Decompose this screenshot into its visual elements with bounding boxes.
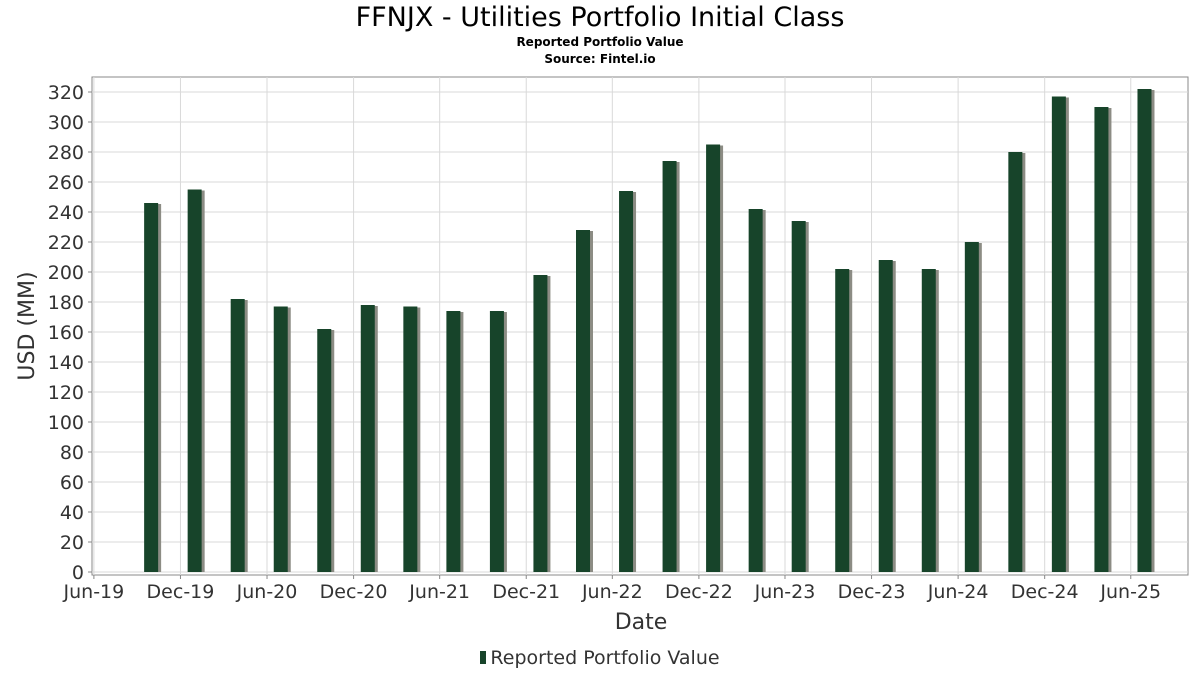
bar — [791, 221, 806, 572]
bar — [964, 242, 979, 572]
chart-source: Source: Fintel.io — [544, 52, 656, 66]
legend-label: Reported Portfolio Value — [490, 647, 720, 669]
y-tick-label: 160 — [48, 322, 84, 344]
bar — [878, 260, 893, 572]
x-tick-label: Jun-24 — [927, 581, 989, 603]
x-tick-label: Dec-24 — [1011, 581, 1079, 603]
y-tick-label: 20 — [60, 532, 84, 554]
legend-swatch — [480, 651, 487, 664]
bar — [576, 230, 591, 572]
bar — [144, 203, 159, 572]
legend: Reported Portfolio Value — [0, 647, 1200, 669]
y-tick-label: 60 — [60, 472, 84, 494]
y-tick-label: 240 — [48, 202, 84, 224]
x-tick-label: Jun-19 — [63, 581, 125, 603]
bar — [619, 191, 634, 572]
x-tick-label: Dec-22 — [665, 581, 733, 603]
y-tick-label: 100 — [48, 412, 84, 434]
bar — [187, 189, 202, 572]
x-axis-label: Date — [615, 610, 668, 635]
bar — [1137, 89, 1152, 572]
bar — [662, 161, 677, 572]
bar — [317, 329, 332, 572]
x-tick-label: Jun-25 — [1099, 581, 1161, 603]
y-tick-label: 0 — [72, 562, 84, 584]
y-tick-label: 80 — [60, 442, 84, 464]
x-tick-label: Jun-20 — [236, 581, 298, 603]
bar — [489, 311, 504, 572]
x-tick-label: Jun-23 — [754, 581, 816, 603]
x-tick-label: Jun-22 — [581, 581, 643, 603]
x-tick-label: Dec-19 — [147, 581, 215, 603]
bar — [835, 269, 850, 572]
bar — [360, 305, 375, 572]
y-tick-label: 320 — [48, 82, 84, 104]
bar — [533, 275, 548, 572]
y-tick-label: 180 — [48, 292, 84, 314]
axes: 0 20 40 60 80 100 120 140 160 180 200 220 240 260 280 3… — [48, 82, 1161, 603]
y-tick-label: 40 — [60, 502, 84, 524]
bar — [1094, 107, 1109, 572]
bar — [446, 311, 461, 572]
bar — [1051, 96, 1066, 572]
bar — [230, 299, 245, 572]
x-tick-label: Dec-23 — [838, 581, 906, 603]
y-tick-label: 220 — [48, 232, 84, 254]
chart-subtitle: Reported Portfolio Value — [516, 35, 684, 49]
bar — [273, 306, 288, 572]
y-tick-label: 300 — [48, 112, 84, 134]
x-tick-label: Jun-21 — [408, 581, 470, 603]
bars — [144, 89, 1155, 572]
x-tick-label: Dec-21 — [492, 581, 560, 603]
bar — [706, 144, 721, 572]
y-axis-label: USD (MM) — [15, 271, 40, 380]
y-tick-label: 140 — [48, 352, 84, 374]
y-tick-label: 280 — [48, 142, 84, 164]
y-tick-label: 120 — [48, 382, 84, 404]
chart-title: FFNJX - Utilities Portfolio Initial Clas… — [355, 2, 845, 33]
bar — [403, 306, 418, 572]
y-tick-label: 260 — [48, 172, 84, 194]
bar — [921, 269, 936, 572]
x-tick-label: Dec-20 — [320, 581, 388, 603]
bar — [748, 209, 763, 572]
bar — [1008, 152, 1023, 572]
y-tick-label: 200 — [48, 262, 84, 284]
